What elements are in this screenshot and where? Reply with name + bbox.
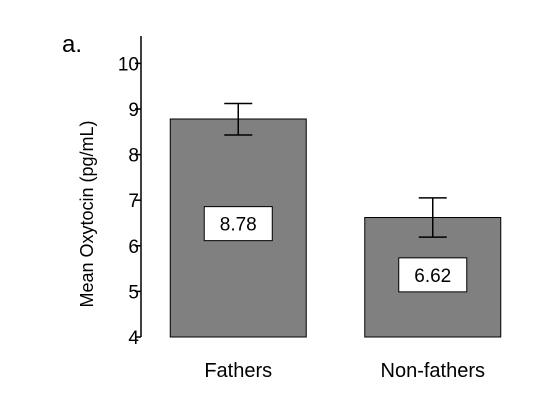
x-labels: Fathers Non-fathers	[204, 360, 485, 382]
bars: 8.78 6.62	[169, 102, 502, 338]
value-label: 8.78	[220, 215, 257, 236]
y-tick-label: 7	[128, 191, 139, 212]
value-label-box	[398, 257, 468, 293]
y-tick-label: 6	[128, 237, 139, 258]
y-ticks: 4 5 6 7 8 9 10	[118, 54, 141, 349]
x-tick-label: Non-fathers	[381, 360, 486, 382]
y-tick-label: 5	[128, 282, 139, 303]
panel-label: a.	[62, 31, 82, 58]
value-label-box	[203, 206, 273, 242]
x-tick-label: Fathers	[204, 360, 272, 382]
value-label: 6.62	[414, 266, 451, 287]
y-axis-label: Mean Oxytocin (pg/mL)	[77, 120, 97, 307]
y-tick-label: 8	[128, 146, 139, 167]
y-tick-label: 4	[128, 328, 139, 349]
y-tick-label: 9	[128, 100, 139, 121]
y-tick-label: 10	[118, 54, 139, 75]
